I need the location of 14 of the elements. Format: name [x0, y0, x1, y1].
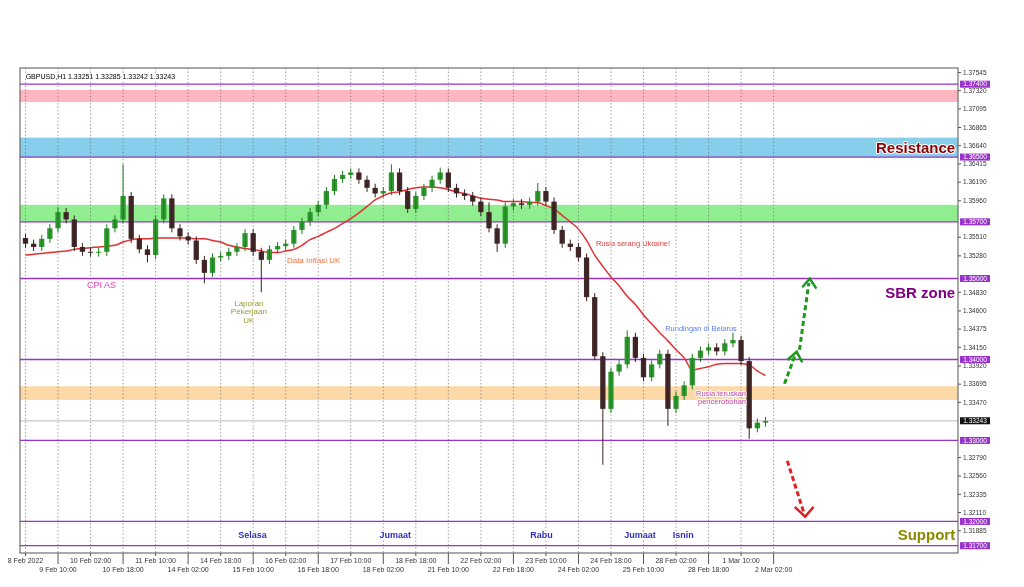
candlestick [380, 186, 386, 199]
annotation: Isnin [672, 530, 694, 541]
candlestick [348, 167, 354, 180]
annotation: Support [897, 526, 956, 544]
annotation: Jumaat [624, 530, 656, 541]
annotation: Resistance [875, 138, 956, 156]
annotation: Laporan Pekerjaan UK [230, 298, 267, 326]
annotation: Rabu [530, 530, 553, 541]
annotation: CPI AS [87, 280, 117, 291]
annotation: SBR zone [885, 283, 956, 301]
annotation: Jumaat [379, 530, 411, 541]
candlestick [705, 342, 712, 356]
annotation: Selasa [238, 530, 268, 541]
annotation: Data Inflasi UK [286, 255, 341, 265]
